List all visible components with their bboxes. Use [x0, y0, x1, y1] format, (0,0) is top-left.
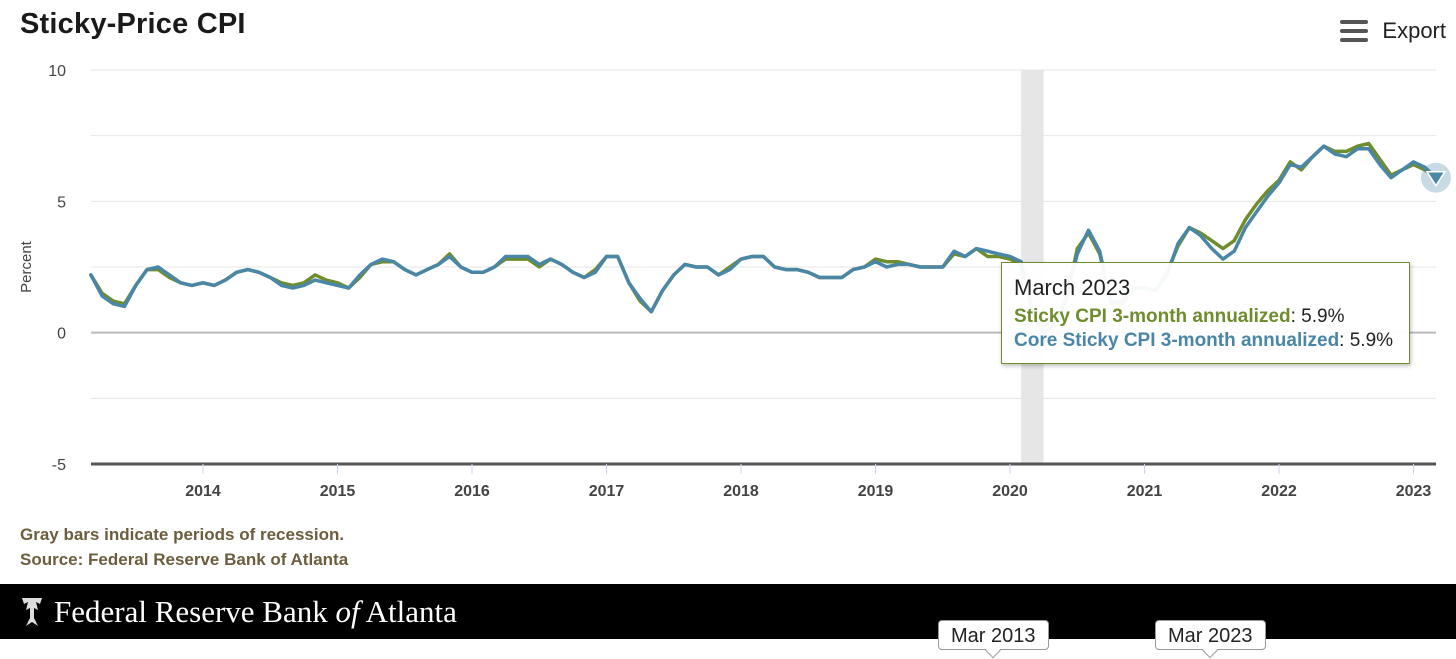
tooltip-title: March 2023 — [1014, 275, 1131, 300]
series-line-2[interactable] — [89, 144, 1438, 335]
y-tick-label: 0 — [57, 326, 66, 343]
y-axis: 10 5 0 -5 — [48, 63, 66, 474]
export-button[interactable]: Export — [1340, 18, 1446, 44]
tooltip: March 2023 Sticky CPI 3-month annualized… — [1001, 262, 1410, 364]
x-tick-label: 2020 — [992, 483, 1028, 500]
tooltip-series2-name: Core Sticky CPI 3-month annualized — [1014, 330, 1340, 351]
x-tick-label: 2023 — [1396, 483, 1432, 500]
recession-note: Gray bars indicate periods of recession. — [20, 525, 345, 544]
tooltip-series1-value: 5.9% — [1301, 306, 1345, 327]
navigator-start-label[interactable]: Mar 2013 — [938, 620, 1049, 650]
menu-icon[interactable] — [1340, 20, 1369, 42]
x-tick-label: 2018 — [723, 483, 759, 500]
tooltip-row-core-sticky-cpi: Core Sticky CPI 3-month annualized: 5.9% — [1014, 329, 1397, 353]
navigator-end-label[interactable]: Mar 2023 — [1155, 620, 1266, 650]
x-tick-label: 2017 — [589, 483, 625, 500]
x-tick-label: 2014 — [185, 483, 221, 500]
chart-notes: Gray bars indicate periods of recession.… — [20, 522, 348, 572]
y-axis-label: Percent — [18, 240, 35, 293]
y-tick-label: 5 — [57, 194, 66, 211]
export-label[interactable]: Export — [1382, 18, 1446, 43]
bank-logo[interactable]: Federal Reserve Bank of Atlanta — [20, 594, 457, 630]
tooltip-series1-name: Sticky CPI 3-month annualized — [1014, 306, 1291, 327]
source-note: Source: Federal Reserve Bank of Atlanta — [20, 550, 349, 569]
footer-bar: Federal Reserve Bank of Atlanta — [0, 584, 1456, 639]
hover-marker — [1420, 162, 1451, 193]
eagle-icon — [22, 598, 42, 626]
y-tick-label: -5 — [52, 457, 66, 474]
tooltip-separator: : — [1339, 330, 1350, 351]
tooltip-row-sticky-cpi: Sticky CPI 3-month annualized: 5.9% — [1014, 305, 1397, 329]
chart-title: Sticky-Price CPI — [20, 8, 246, 40]
tooltip-separator: : — [1290, 306, 1302, 327]
series-lines[interactable] — [89, 141, 1438, 335]
x-tick-label: 2015 — [320, 483, 356, 500]
bank-name: Federal Reserve Bank of Atlanta — [54, 594, 457, 629]
x-tick-label: 2021 — [1127, 483, 1163, 500]
x-tick-label: 2019 — [858, 483, 894, 500]
tooltip-series2-value: 5.9% — [1349, 330, 1394, 351]
triangle-down-icon — [1425, 170, 1447, 188]
x-axis: 2014 2015 2016 2017 2018 2019 2020 2021 2022 2023 — [185, 464, 1431, 500]
x-tick-label: 2022 — [1261, 483, 1297, 500]
y-tick-label: 10 — [48, 63, 66, 80]
x-tick-label: 2016 — [454, 483, 490, 500]
